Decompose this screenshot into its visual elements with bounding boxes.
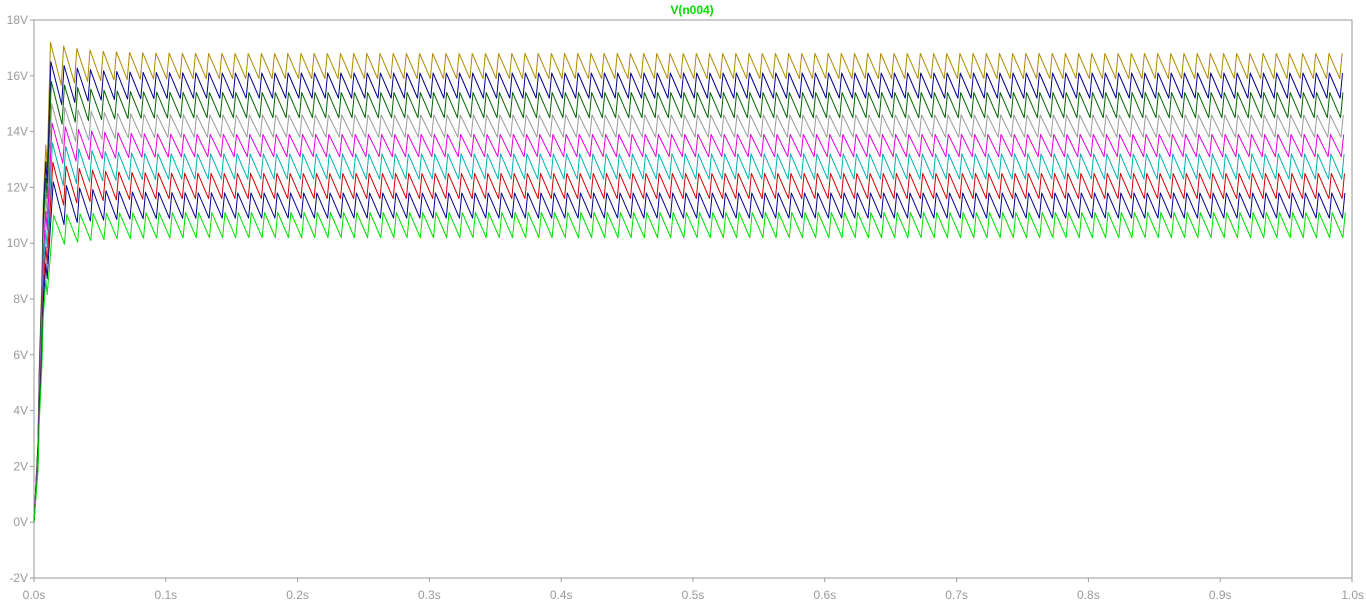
y-tick-label: 16V [7, 69, 28, 83]
y-axis: -2V 0V 2V 4V 6V 8V 10V 12V 14V 16V 18V [7, 13, 34, 585]
series-line-4[interactable] [33, 103, 1344, 523]
series-line-5[interactable] [33, 122, 1345, 523]
x-tick-label: 0.7s [945, 588, 968, 602]
y-tick-label: 2V [13, 459, 28, 473]
series-line-7[interactable] [33, 161, 1345, 523]
plot-area-frame [33, 19, 1353, 579]
series-line-8[interactable] [33, 181, 1346, 523]
x-tick-label: 0.8s [1077, 588, 1100, 602]
series-line-6[interactable] [33, 142, 1345, 523]
series-line-2[interactable] [33, 61, 1344, 523]
series-line-3[interactable] [33, 80, 1344, 523]
series-line-9[interactable] [33, 212, 1346, 523]
x-axis: 0.0s 0.1s 0.2s 0.3s 0.4s 0.5s 0.6s 0.7s 0.8s 0.9s… [23, 578, 1364, 602]
y-tick-label: 6V [13, 348, 28, 362]
x-tick-label: 0.3s [418, 588, 441, 602]
x-tick-label: 0.9s [1209, 588, 1232, 602]
y-tick-label: -2V [9, 571, 28, 585]
y-tick-label: 4V [13, 404, 28, 418]
series-layer [33, 41, 1346, 523]
series-line-1[interactable] [33, 41, 1343, 523]
y-tick-label: 14V [7, 125, 28, 139]
x-tick-label: 0.2s [286, 588, 309, 602]
y-tick-label: 12V [7, 180, 28, 194]
x-tick-label: 0.5s [682, 588, 705, 602]
y-tick-label: 8V [13, 292, 28, 306]
x-tick-label: 0.1s [154, 588, 177, 602]
x-tick-label: 1.0s [1341, 588, 1364, 602]
chart-title[interactable]: V(n004) [670, 3, 713, 17]
x-tick-label: 0.0s [23, 588, 46, 602]
y-tick-label: 18V [7, 13, 28, 27]
x-tick-label: 0.6s [813, 588, 836, 602]
y-tick-label: 0V [13, 515, 28, 529]
x-tick-label: 0.4s [550, 588, 573, 602]
y-tick-label: 10V [7, 236, 28, 250]
